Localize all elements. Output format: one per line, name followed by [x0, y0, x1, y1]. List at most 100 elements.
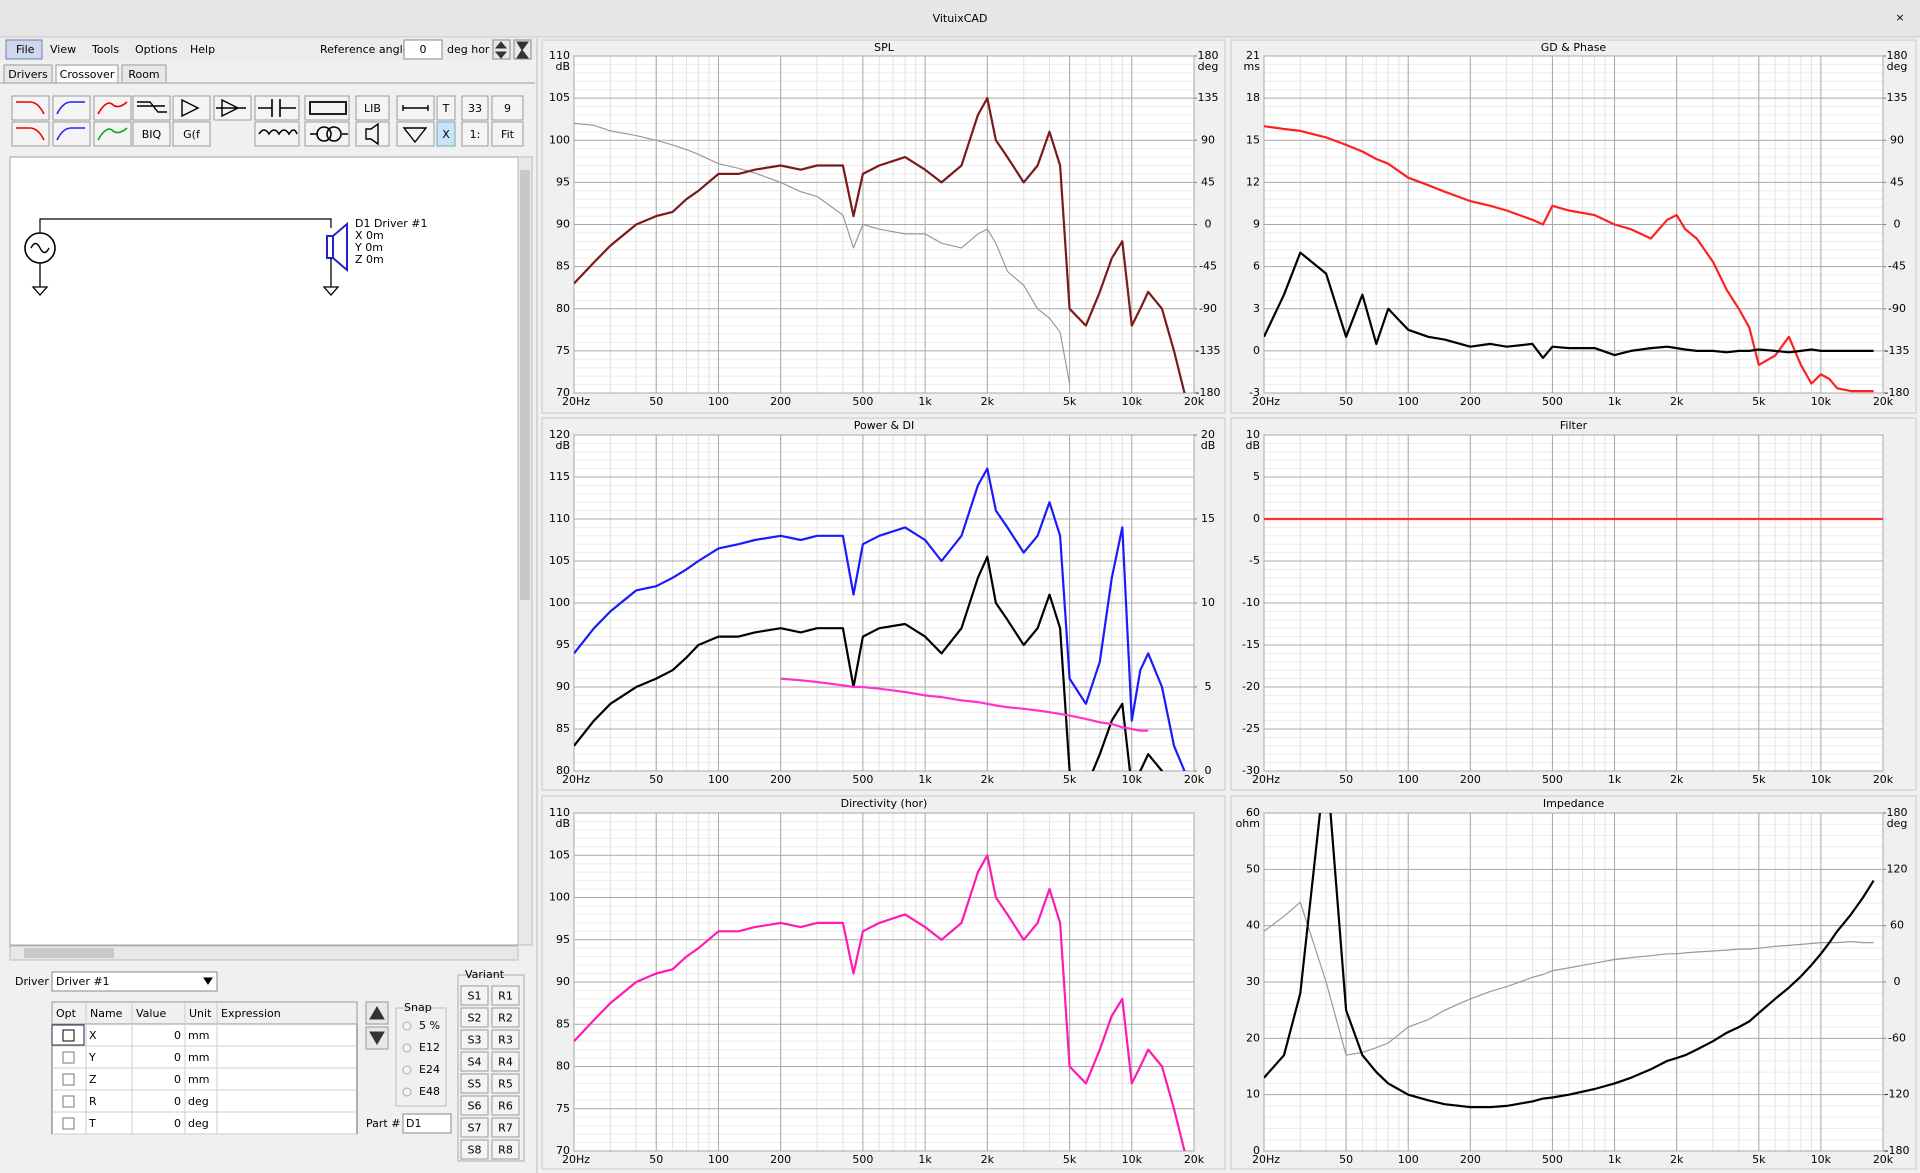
- snap-radio[interactable]: [402, 1021, 412, 1031]
- toolbar-button[interactable]: [172, 121, 211, 147]
- x-tick-label: 2k: [981, 773, 995, 786]
- series-line: [1264, 813, 1875, 1109]
- toolbar-button[interactable]: [132, 121, 171, 147]
- h-thumb[interactable]: [24, 948, 114, 958]
- toolbar-button[interactable]: [355, 95, 390, 121]
- toolbar-button[interactable]: [11, 121, 50, 147]
- variant-r[interactable]: [491, 1095, 520, 1116]
- toolbar-button[interactable]: [93, 95, 132, 121]
- x-tick-label: 50: [649, 773, 663, 786]
- param-unit: mm: [188, 1051, 209, 1064]
- y-tick-label: 85: [556, 722, 570, 735]
- variant-s[interactable]: [460, 1029, 489, 1050]
- x-tick-label: 5k: [1752, 773, 1766, 786]
- x-tick-label: 100: [1398, 395, 1419, 408]
- param-name: Y: [88, 1051, 96, 1064]
- variant-r-label: R7: [498, 1122, 513, 1135]
- variant-s[interactable]: [460, 1007, 489, 1028]
- toolbar-button[interactable]: [355, 121, 390, 147]
- opt-checkbox[interactable]: [62, 1073, 75, 1086]
- variant-s[interactable]: [460, 985, 489, 1006]
- toolbar-button[interactable]: [461, 121, 489, 147]
- opt-checkbox[interactable]: [62, 1029, 75, 1042]
- variant-r[interactable]: [491, 1139, 520, 1160]
- chart-title: SPL: [874, 41, 895, 54]
- up-icon: [369, 1006, 385, 1020]
- reference-angle-input[interactable]: [403, 39, 443, 60]
- toolbar-button[interactable]: [461, 95, 489, 121]
- snap-radio[interactable]: [402, 1043, 412, 1053]
- y2-tick-label: 180: [1887, 49, 1908, 62]
- menu-item[interactable]: Tools: [91, 43, 119, 56]
- y-tick-label: 100: [549, 891, 570, 904]
- toolbar-button[interactable]: [93, 121, 132, 147]
- variant-r[interactable]: [491, 1029, 520, 1050]
- snap-radio[interactable]: [402, 1065, 412, 1075]
- toolbar-button[interactable]: [52, 121, 91, 147]
- menu-item[interactable]: File: [16, 43, 35, 56]
- variant-s[interactable]: [460, 1051, 489, 1072]
- menu-file-box[interactable]: [5, 39, 43, 60]
- opt-checkbox[interactable]: [62, 1117, 75, 1130]
- y2-tick-label: 5: [1205, 680, 1212, 693]
- toolbar-button-x[interactable]: [436, 121, 456, 147]
- toolbar-button[interactable]: [491, 95, 524, 121]
- chart-title: Filter: [1560, 419, 1588, 432]
- wire: [39, 218, 332, 233]
- toolbar-button[interactable]: [436, 95, 456, 121]
- part-input[interactable]: [402, 1113, 452, 1134]
- variant-r[interactable]: [491, 985, 520, 1006]
- menu-item[interactable]: Help: [190, 43, 215, 56]
- icon-transformer-a: [316, 126, 332, 142]
- variant-r[interactable]: [491, 1051, 520, 1072]
- menu-item[interactable]: Options: [135, 43, 178, 56]
- toolbar-button[interactable]: [491, 121, 524, 147]
- x-tick-label: 20k: [1184, 395, 1205, 408]
- toolbar-button[interactable]: [52, 95, 91, 121]
- spin-up: [494, 41, 508, 59]
- snap-radio[interactable]: [402, 1087, 412, 1097]
- param-value: 0: [174, 1117, 181, 1130]
- toolbar-button[interactable]: [304, 95, 350, 121]
- y-tick-label: 105: [549, 91, 570, 104]
- variant-s[interactable]: [460, 1073, 489, 1094]
- title-bar: [0, 0, 1920, 37]
- x-tick-label: 1k: [918, 773, 932, 786]
- variant-r[interactable]: [491, 1007, 520, 1028]
- close-button[interactable]: ×: [1895, 11, 1904, 24]
- param-value: 0: [174, 1095, 181, 1108]
- opt-checkbox[interactable]: [62, 1095, 75, 1108]
- variant-r[interactable]: [491, 1117, 520, 1138]
- y-tick-label: 20: [1246, 1031, 1260, 1044]
- y-tick-label: 60: [1246, 806, 1260, 819]
- table-header: Opt: [56, 1007, 77, 1020]
- variant-s[interactable]: [460, 1139, 489, 1160]
- driver-combo[interactable]: [51, 971, 218, 992]
- y-tick-label: -20: [1242, 680, 1260, 693]
- variant-s[interactable]: [460, 1117, 489, 1138]
- toolbar-button[interactable]: [11, 95, 50, 121]
- tab-label: Crossover: [60, 68, 115, 81]
- toolbar-button[interactable]: [132, 95, 171, 121]
- h-scrollbar[interactable]: [9, 945, 519, 961]
- toolbar-button[interactable]: [254, 121, 300, 147]
- driver-label: Driver: [15, 975, 49, 988]
- combo-arrow: [203, 977, 213, 985]
- param-value: 0: [174, 1029, 181, 1042]
- variant-r-label: R2: [498, 1012, 513, 1025]
- y-tick-label: 95: [556, 933, 570, 946]
- param-unit: mm: [188, 1073, 209, 1086]
- y-tick-label: 0: [1253, 344, 1260, 357]
- variant-r[interactable]: [491, 1073, 520, 1094]
- param-unit: deg: [188, 1117, 209, 1130]
- param-name: X: [89, 1029, 97, 1042]
- window-title: VituixCAD: [933, 12, 988, 25]
- variant-s[interactable]: [460, 1095, 489, 1116]
- y-tick-label: 18: [1246, 91, 1260, 104]
- toolbar-button[interactable]: [172, 95, 211, 121]
- v-thumb[interactable]: [520, 170, 530, 600]
- series-line: [574, 97, 1186, 393]
- opt-checkbox[interactable]: [62, 1051, 75, 1064]
- menu-item[interactable]: View: [50, 43, 76, 56]
